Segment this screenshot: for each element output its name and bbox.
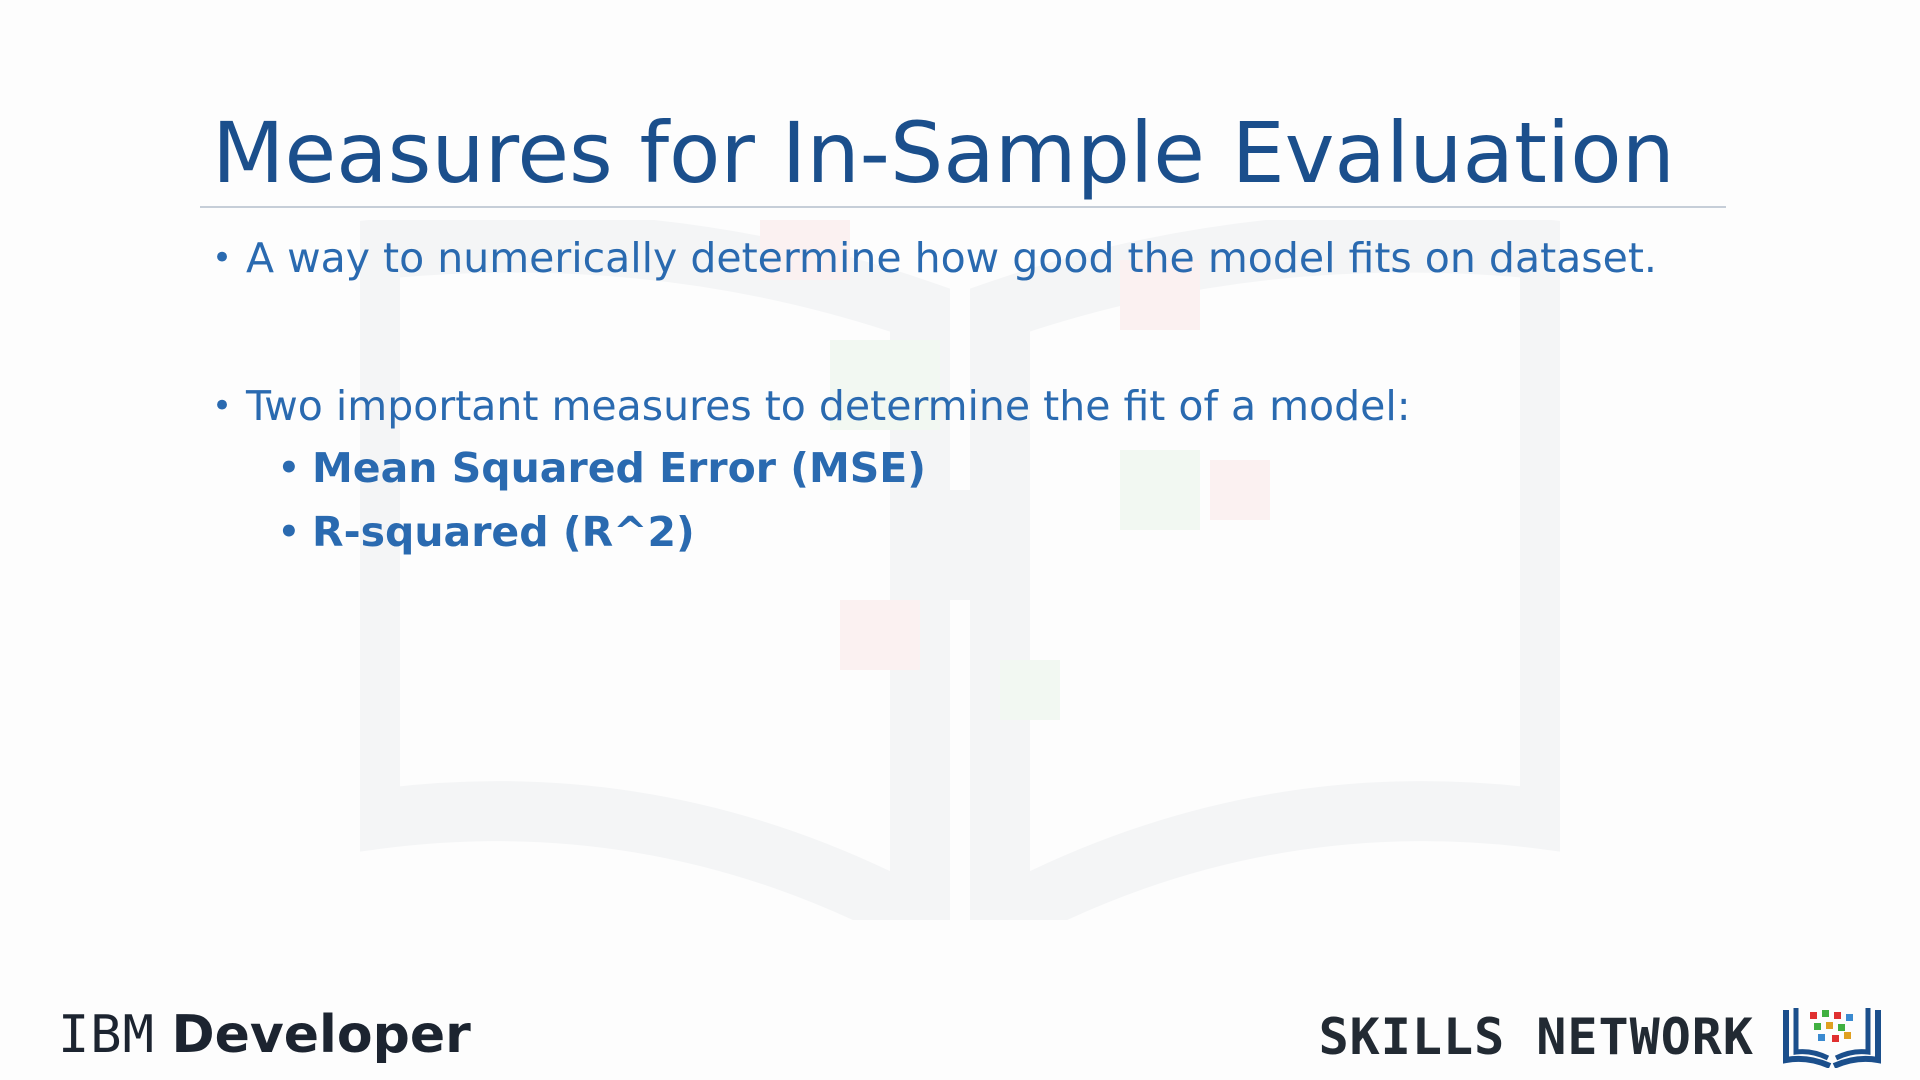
ibm-brand-text: IBM xyxy=(58,1005,155,1065)
sub-bullet-text: Mean Squared Error (MSE) xyxy=(312,444,927,492)
skills-network-text: SKILLS NETWORK xyxy=(1318,1008,1754,1066)
slide-title: Measures for In-Sample Evaluation xyxy=(212,104,1675,202)
bullet-dot-icon: • xyxy=(212,238,233,278)
bullet-dot-icon: • xyxy=(212,386,233,426)
sub-bullet-text: R-squared (R^2) xyxy=(312,508,695,556)
bullet-item: • Two important measures to determine th… xyxy=(210,376,1770,436)
sub-bullet-item: • Mean Squared Error (MSE) xyxy=(210,436,1770,500)
ibm-developer-logo: IBM Developer xyxy=(58,1005,471,1065)
open-book-logo-icon xyxy=(1780,1006,1884,1068)
skills-network-logo: SKILLS NETWORK xyxy=(1319,1006,1884,1068)
sub-bullet-item: • R-squared (R^2) xyxy=(210,500,1770,564)
bullet-list: • A way to numerically determine how goo… xyxy=(210,228,1770,564)
bullet-text: A way to numerically determine how good … xyxy=(246,234,1657,282)
title-divider xyxy=(200,206,1726,208)
bullet-text: Two important measures to determine the … xyxy=(246,382,1411,430)
open-book-watermark-icon xyxy=(360,220,1560,920)
bullet-dot-icon: • xyxy=(278,448,300,488)
bullet-dot-icon: • xyxy=(278,512,300,552)
bullet-item: • A way to numerically determine how goo… xyxy=(210,228,1770,288)
developer-text: Developer xyxy=(171,1005,471,1065)
